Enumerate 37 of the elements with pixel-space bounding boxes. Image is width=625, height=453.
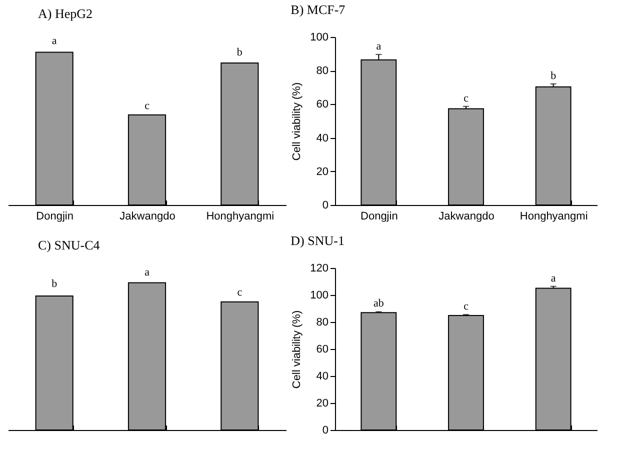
annotation: c (464, 92, 469, 104)
x-tick-label: Dongjin (360, 210, 398, 222)
y-tick-label: 120 (310, 262, 328, 274)
y-tick-label: 80 (316, 316, 328, 328)
annotation: b (52, 278, 58, 290)
x-tick-label: Dongjin (36, 210, 74, 222)
x-tick-label: Jakwangdo (120, 210, 176, 222)
annotation: a (376, 40, 382, 52)
annotation: c (464, 300, 469, 313)
chart-title: D) SNU-1 (290, 233, 344, 248)
annotation: a (52, 35, 57, 48)
y-tick-label: 20 (316, 166, 328, 178)
annotation: a (144, 266, 150, 279)
y-tick-label: 0 (322, 424, 328, 436)
x-tick-label: Jakwangdo (438, 210, 494, 222)
chart-title: C) SNU-C4 (38, 238, 100, 253)
y-tick-label: 60 (316, 98, 328, 111)
annotation: ab (373, 298, 384, 310)
y-axis-title: Cell viability (%) (291, 82, 304, 161)
annotation: a (550, 272, 556, 284)
y-tick-label: 80 (316, 65, 328, 78)
y-tick-label: 60 (316, 344, 328, 356)
x-tick-label: Honghyangmi (206, 210, 274, 222)
annotation: b (550, 70, 557, 82)
y-tick-label: 40 (316, 370, 328, 382)
y-tick-label: 0 (322, 200, 328, 212)
y-tick-label: 40 (316, 132, 328, 144)
y-tick-label: 100 (310, 290, 328, 302)
annotation: b (236, 46, 243, 58)
chart-title: A) HepG2 (38, 6, 93, 22)
annotation: c (237, 286, 242, 299)
x-tick-label: Honghyangmi (520, 210, 588, 222)
y-tick-label: 20 (316, 398, 328, 410)
y-axis-title: Cell viability (%) (291, 310, 304, 389)
chart-title: B) MCF-7 (290, 2, 346, 17)
annotation: c (144, 100, 150, 112)
y-tick-label: 100 (310, 32, 328, 44)
